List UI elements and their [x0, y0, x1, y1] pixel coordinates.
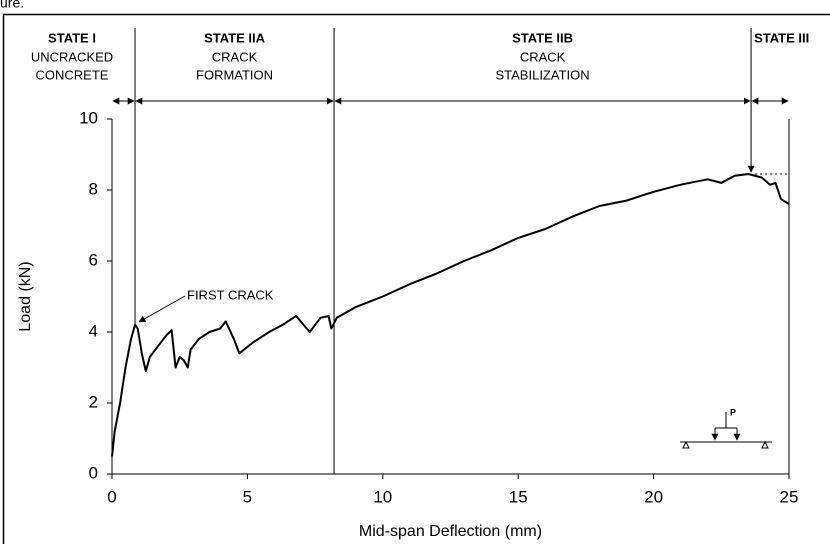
data-line [111, 173, 790, 457]
y-tick-label: 10 [79, 108, 98, 127]
state-description: CONCRETE [36, 67, 109, 82]
state-title: STATE I [48, 30, 96, 45]
state-description: FORMATION [196, 67, 273, 82]
y-tick-label: 8 [89, 179, 98, 198]
x-tick-label: 5 [243, 487, 252, 506]
annotation-arrow [138, 295, 186, 323]
state-title: STATE IIB [512, 30, 573, 45]
x-tick-label: 0 [107, 487, 116, 506]
y-tick-label: 6 [89, 250, 98, 269]
x-tick-label: 20 [644, 487, 663, 506]
state-description: UNCRACKED [31, 49, 113, 64]
beam-label: P [730, 407, 736, 417]
state-description: STABILIZATION [495, 67, 589, 82]
y-tick-label: 4 [89, 321, 98, 340]
annotation-text: FIRST CRACK [187, 287, 274, 302]
state-description: CRACK [520, 49, 566, 64]
x-tick-label: 25 [780, 487, 799, 506]
y-tick-label: 2 [89, 392, 98, 411]
beam-icon [680, 412, 772, 449]
state-title: STATE IIA [204, 30, 266, 45]
state-title: STATE III [754, 30, 809, 45]
caption-fragment: ure. [0, 0, 24, 11]
x-tick-label: 10 [373, 487, 392, 506]
y-tick-label: 0 [89, 463, 98, 482]
x-tick-label: 15 [509, 487, 528, 506]
frame [2, 13, 830, 544]
x-axis-label: Mid-span Deflection (mm) [359, 523, 542, 540]
y-axis-label: Load (kN) [17, 261, 34, 331]
state-description: CRACK [212, 49, 258, 64]
